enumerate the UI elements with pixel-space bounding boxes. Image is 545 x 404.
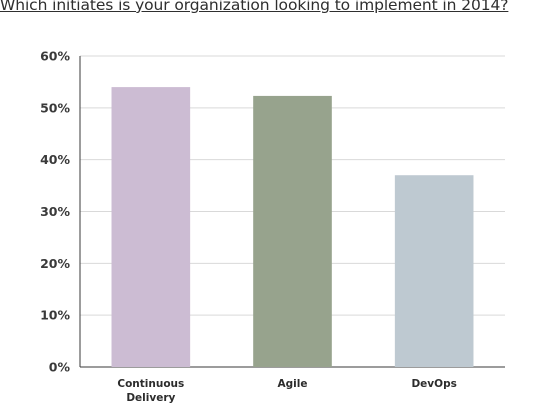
bar xyxy=(253,95,332,367)
bar xyxy=(111,87,191,367)
x-tick-label: DevOps xyxy=(411,378,456,390)
y-tick-label: 40% xyxy=(40,152,70,167)
bar xyxy=(394,175,474,367)
x-tick-label: Continuous Delivery xyxy=(117,378,184,404)
y-tick-label: 50% xyxy=(40,100,70,115)
y-tick-label: 0% xyxy=(49,360,71,375)
y-tick-label: 30% xyxy=(40,204,70,219)
y-tick-label: 20% xyxy=(40,256,70,271)
y-tick-label: 60% xyxy=(40,49,70,64)
y-tick-label: 10% xyxy=(40,308,70,323)
chart-title: Which initiates is your organization loo… xyxy=(0,0,509,14)
x-tick-label: Agile xyxy=(278,378,308,390)
